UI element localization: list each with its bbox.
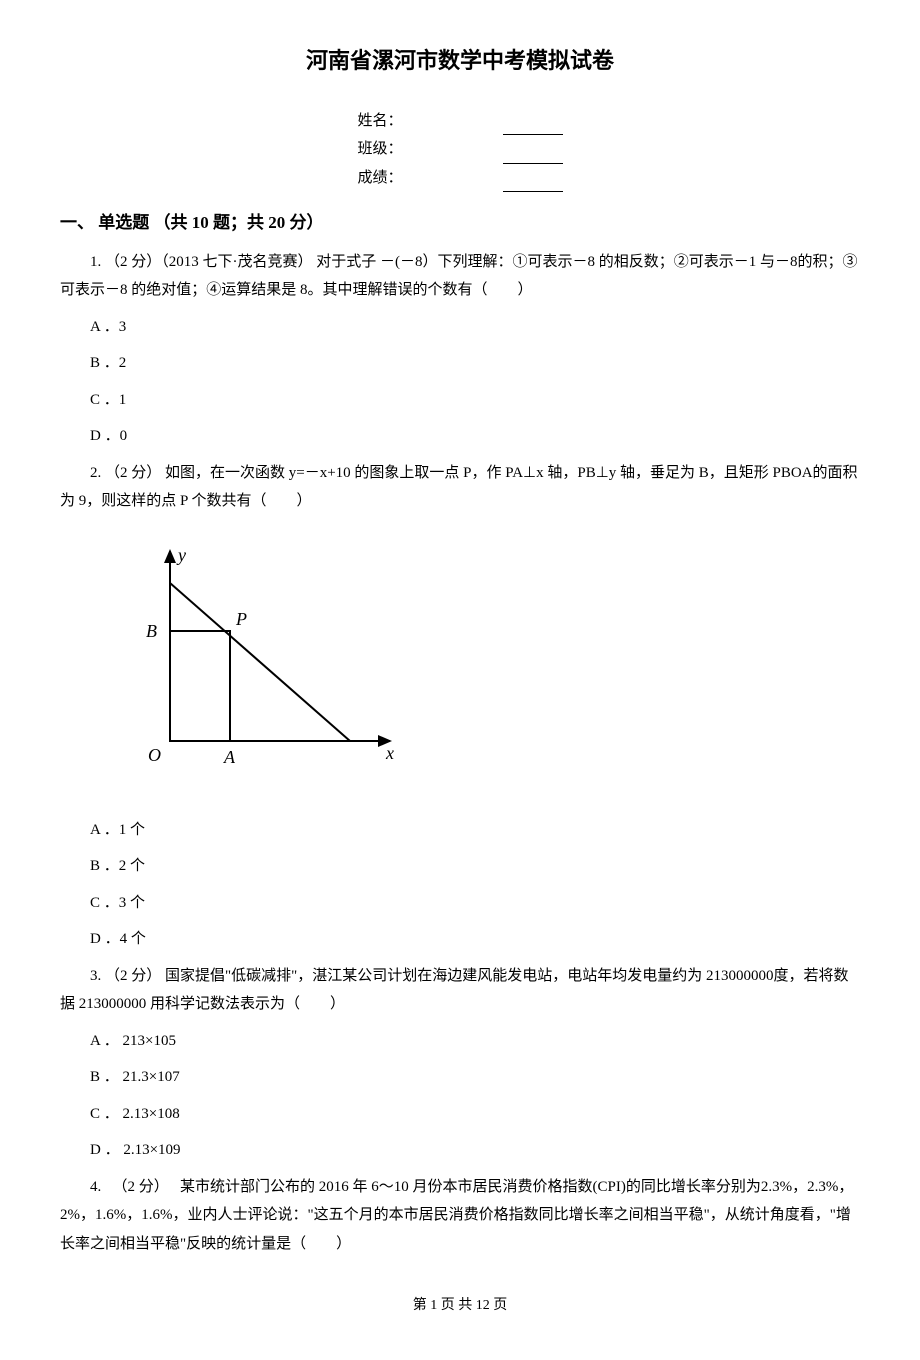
score-field: 成绩： [307, 164, 612, 193]
svg-text:P: P [235, 609, 247, 629]
q1-optB: B ．2 [60, 349, 860, 378]
q2-optB: B ．2 个 [60, 852, 860, 881]
svg-text:y: y [176, 545, 186, 565]
section-1-title: 一、 单选题 （共 10 题；共 20 分） [60, 207, 860, 239]
svg-text:x: x [385, 743, 394, 763]
q2-optC: C ．3 个 [60, 889, 860, 918]
svg-text:A: A [223, 747, 236, 767]
exam-title: 河南省漯河市数学中考模拟试卷 [60, 40, 860, 82]
q2-optA: A ．1 个 [60, 816, 860, 845]
svg-text:O: O [148, 745, 161, 765]
q1-optD: D ．0 [60, 422, 860, 451]
q3-optA: A ． 213×105 [60, 1027, 860, 1056]
page-footer: 第 1 页 共 12 页 [60, 1293, 860, 1320]
q2-optD: D ．4 个 [60, 925, 860, 954]
q3-optC: C ． 2.13×108 [60, 1100, 860, 1129]
name-field: 姓名： [307, 107, 612, 136]
class-field: 班级： [307, 135, 612, 164]
q2-stem: 2. （2 分） 如图，在一次函数 y=－x+10 的图象上取一点 P，作 PA… [60, 459, 860, 516]
header-row: 姓名： 班级： 成绩： [60, 107, 860, 193]
q1-optA: A ．3 [60, 313, 860, 342]
q1-stem: 1. （2 分）（2013 七下·茂名竞赛） 对于式子 －(－8）下列理解：①可… [60, 248, 860, 305]
q1-optC: C ．1 [60, 386, 860, 415]
q3-optB: B ． 21.3×107 [60, 1063, 860, 1092]
q2-figure: Oy x A B P [120, 541, 860, 791]
q3-stem: 3. （2 分） 国家提倡"低碳减排"，湛江某公司计划在海边建风能发电站，电站年… [60, 962, 860, 1019]
svg-text:B: B [146, 621, 157, 641]
q4-stem: 4. （2 分） 某市统计部门公布的 2016 年 6～10 月份本市居民消费价… [60, 1173, 860, 1259]
q3-optD: D ． 2.13×109 [60, 1136, 860, 1165]
